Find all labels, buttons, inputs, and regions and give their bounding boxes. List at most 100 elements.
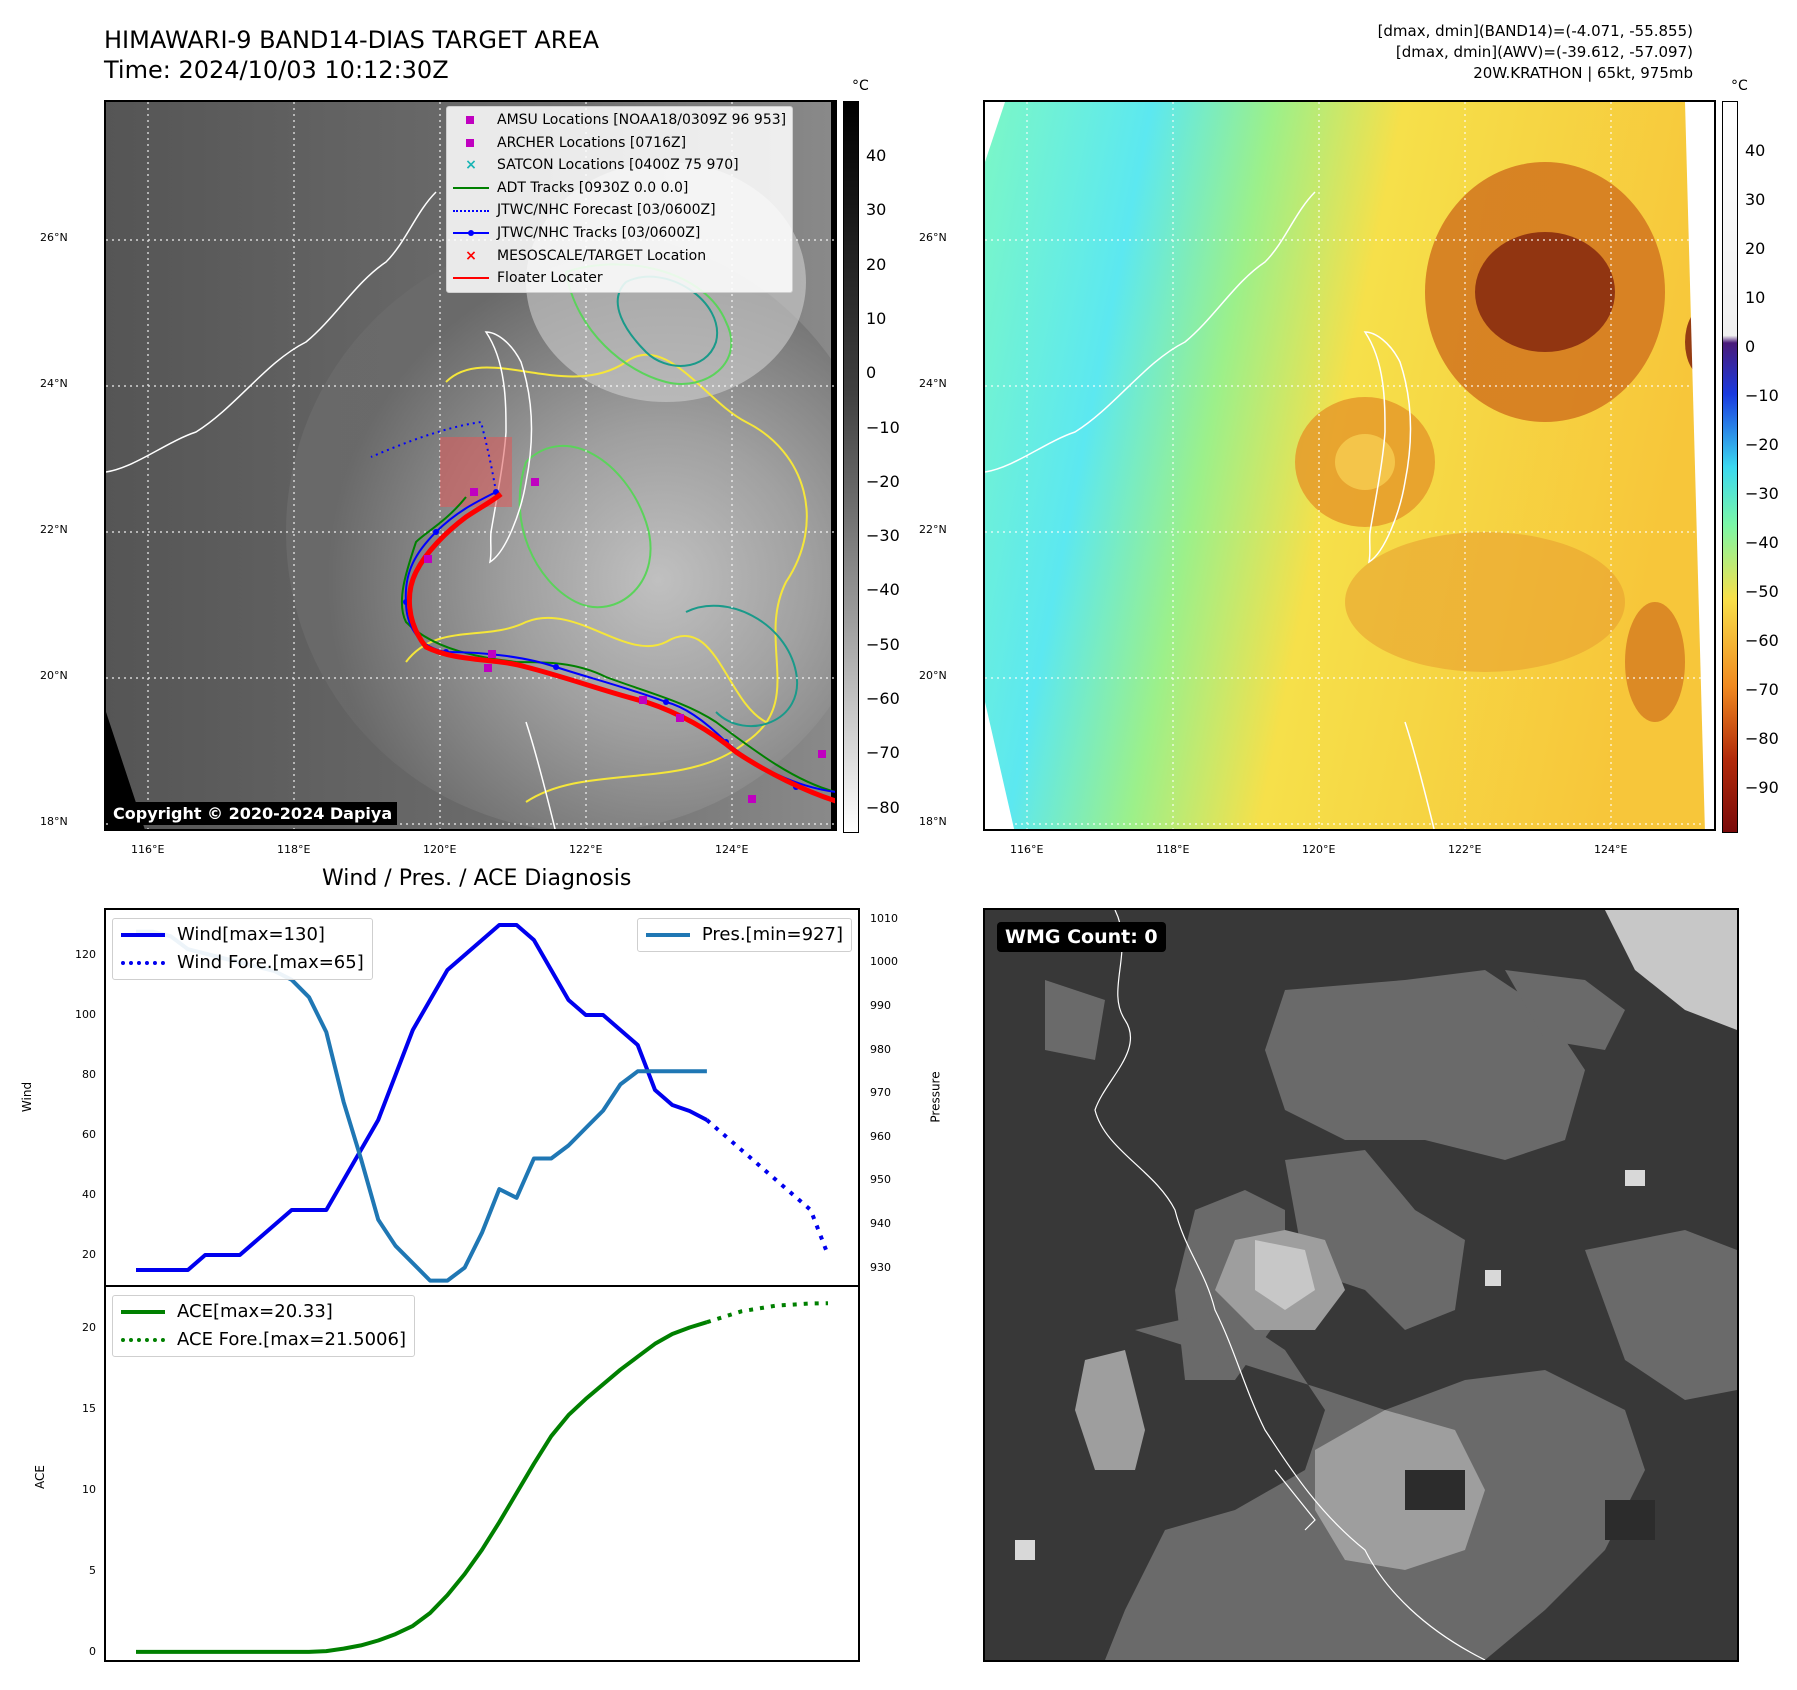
colorbar-tick-label: −30	[866, 526, 900, 546]
colorbar-tick-label: −20	[1745, 435, 1779, 454]
ir-colorbar-unit: °C	[852, 78, 869, 94]
solid-line-icon	[645, 933, 690, 937]
wv-lon-tick: 124°E	[1594, 843, 1628, 856]
line-marker-icon	[453, 277, 489, 280]
axis-tick-label: 20	[82, 1248, 96, 1261]
colorbar-tick-label: −20	[866, 471, 900, 491]
pressure-legend: Pres.[min=927]	[636, 918, 852, 952]
axis-tick-label: 10	[82, 1482, 96, 1496]
wind-legend: Wind[max=130] Wind Fore.[max=65]	[112, 918, 373, 980]
axis-tick-label: 60	[82, 1128, 96, 1141]
ir-lon-tick: 118°E	[277, 843, 311, 856]
wv-lat-tick: 22°N	[919, 523, 947, 536]
ir-lat-tick: 18°N	[40, 815, 68, 828]
colorbar-tick-label: 10	[1745, 288, 1766, 307]
x-marker-icon: ×	[465, 247, 477, 264]
ir-lon-tick: 124°E	[715, 843, 749, 856]
wv-lon-tick: 116°E	[1010, 843, 1044, 856]
axis-tick-label: 980	[870, 1042, 891, 1056]
colorbar-tick-label: −70	[1745, 680, 1779, 699]
axis-tick-label: 960	[870, 1129, 891, 1143]
colorbar-tick-label: −10	[1745, 386, 1779, 405]
legend-item-jtwc-tracks: JTWC/NHC Tracks [03/0600Z]	[453, 222, 786, 245]
line-marker-icon	[453, 187, 489, 190]
colorbar-tick-label: −80	[1745, 729, 1779, 748]
x-marker-icon: ×	[465, 157, 477, 174]
legend-item-mesoscale: × MESOSCALE/TARGET Location	[453, 245, 786, 268]
ir-colorbar	[843, 101, 859, 833]
colorbar-tick-label: 0	[866, 363, 877, 383]
ace-plot	[136, 1301, 829, 1654]
storm-info: 20W.KRATHON | 65kt, 975mb	[1473, 64, 1693, 82]
series-line-pres-	[136, 929, 707, 1283]
ir-lat-tick: 22°N	[40, 523, 68, 536]
ir-lat-tick: 26°N	[40, 231, 68, 244]
square-marker-icon	[466, 138, 474, 147]
axis-tick-label: 930	[870, 1260, 891, 1274]
wv-lat-tick: 26°N	[919, 231, 947, 244]
legend-item-jtwc-forecast: JTWC/NHC Forecast [03/0600Z]	[453, 199, 786, 222]
wv-map-panel	[983, 100, 1716, 831]
legend-item-satcon: × SATCON Locations [0400Z 75 970]	[453, 154, 786, 177]
colorbar-tick-label: 10	[866, 308, 887, 328]
copyright-label: Copyright © 2020-2024 Dapiya	[108, 802, 398, 825]
colorbar-tick-label: −40	[866, 580, 900, 600]
wv-colorbar-unit: °C	[1731, 78, 1748, 94]
ir-map-panel: AMSU Locations [NOAA18/0309Z 96 953] ARC…	[104, 100, 837, 831]
ace-axis-label: ACE	[32, 1465, 47, 1489]
colorbar-tick-label: 40	[1745, 141, 1766, 160]
legend-item-pressure: Pres.[min=927]	[645, 921, 843, 949]
axis-tick-label: 120	[75, 948, 96, 961]
awv-range: [dmax, dmin](AWV)=(-39.612, -57.097)	[1395, 43, 1693, 61]
band14-range: [dmax, dmin](BAND14)=(-4.071, -55.855)	[1377, 22, 1693, 40]
dotted-line-icon	[121, 961, 165, 965]
axis-tick-label: 80	[82, 1068, 96, 1081]
axis-tick-label: 1010	[870, 911, 898, 925]
dotted-line-icon	[453, 209, 489, 212]
axis-tick-label: 100	[75, 1008, 96, 1021]
colorbar-tick-label: 20	[1745, 239, 1766, 258]
axis-tick-label: 15	[82, 1401, 96, 1415]
colorbar-tick-label: 20	[866, 254, 887, 274]
colorbar-tick-label: −90	[1745, 778, 1779, 797]
axis-tick-label: 1000	[870, 955, 898, 969]
axis-tick-label: 40	[82, 1188, 96, 1201]
square-marker-icon	[466, 116, 474, 125]
ir-lat-tick: 24°N	[40, 377, 68, 390]
colorbar-tick-label: −10	[866, 417, 900, 437]
series-line-ace-fore-	[706, 1301, 829, 1325]
wv-lat-tick: 20°N	[919, 669, 947, 682]
wind-pressure-chart: Wind[max=130] Wind Fore.[max=65] Pres.[m…	[104, 908, 860, 1286]
colorbar-tick-label: −70	[866, 743, 900, 763]
colorbar-tick-label: 0	[1745, 337, 1756, 356]
colorbar-tick-label: −80	[866, 797, 900, 817]
ir-lon-tick: 120°E	[423, 843, 457, 856]
colorbar-tick-label: −50	[1745, 582, 1779, 601]
wv-lon-tick: 118°E	[1156, 843, 1190, 856]
legend-item-wind-forecast: Wind Fore.[max=65]	[121, 949, 364, 977]
pressure-axis-label: Pressure	[928, 1071, 943, 1123]
wv-map-image	[985, 102, 1714, 829]
axis-tick-label: 5	[89, 1563, 96, 1577]
legend-item-adt: ADT Tracks [0930Z 0.0 0.0]	[453, 177, 786, 200]
solid-line-icon	[121, 933, 165, 937]
legend-item-amsu: AMSU Locations [NOAA18/0309Z 96 953]	[453, 109, 786, 132]
wv-colorbar	[1722, 101, 1738, 833]
axis-tick-label: 950	[870, 1173, 891, 1187]
legend-item-archer: ARCHER Locations [0716Z]	[453, 132, 786, 155]
wmg-image	[985, 910, 1737, 1660]
ir-lon-tick: 116°E	[131, 843, 165, 856]
axis-tick-label: 940	[870, 1216, 891, 1230]
colorbar-tick-label: −60	[866, 689, 900, 708]
wmg-count-badge: WMG Count: 0	[997, 922, 1166, 952]
series-line-wind	[136, 923, 708, 1272]
colorbar-tick-label: 30	[866, 200, 887, 220]
ir-lat-tick: 20°N	[40, 669, 68, 682]
colorbar-tick-label: −50	[866, 634, 900, 654]
axis-tick-label: 990	[870, 998, 891, 1012]
colorbar-tick-label: −30	[1745, 484, 1779, 503]
map-legend: AMSU Locations [NOAA18/0309Z 96 953] ARC…	[446, 106, 794, 293]
legend-item-ace-forecast: ACE Fore.[max=21.5006]	[121, 1326, 406, 1354]
axis-tick-label: 970	[870, 1086, 891, 1100]
ir-lon-tick: 122°E	[569, 843, 603, 856]
